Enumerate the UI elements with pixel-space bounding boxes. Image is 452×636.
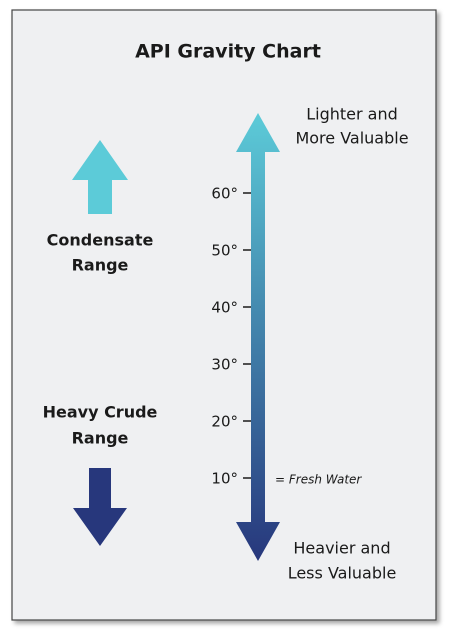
fresh-water-note: = Fresh Water bbox=[275, 473, 362, 487]
tick-label: 60° bbox=[211, 185, 238, 203]
top-label: More Valuable bbox=[295, 129, 408, 148]
heavy-label: Range bbox=[72, 429, 129, 448]
title: API Gravity Chart bbox=[135, 41, 321, 63]
tick-label: 20° bbox=[211, 413, 238, 431]
condensate-label: Condensate bbox=[47, 231, 154, 250]
down-arrow bbox=[73, 468, 127, 546]
bottom-label: Less Valuable bbox=[288, 564, 397, 583]
condensate-label: Range bbox=[72, 256, 129, 275]
tick-label: 10° bbox=[211, 470, 238, 488]
tick-label: 40° bbox=[211, 299, 238, 317]
tick-label: 30° bbox=[211, 356, 238, 374]
up-arrow bbox=[72, 140, 128, 214]
top-label: Lighter and bbox=[306, 105, 398, 124]
tick-label: 50° bbox=[211, 242, 238, 260]
scale-arrow bbox=[236, 113, 280, 561]
heavy-label: Heavy Crude bbox=[43, 403, 158, 422]
bottom-label: Heavier and bbox=[293, 539, 390, 558]
